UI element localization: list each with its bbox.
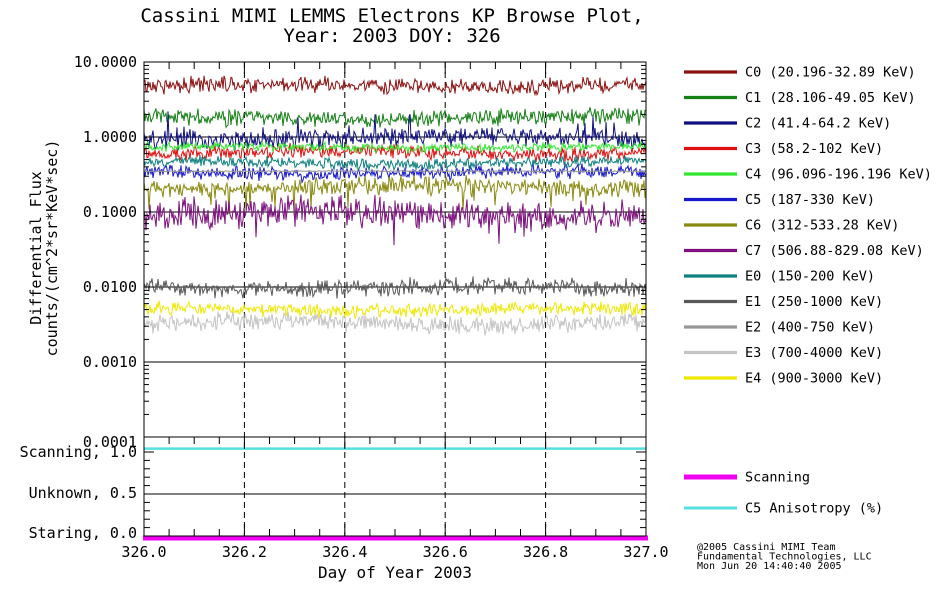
legend-label-scan_state: Scanning (745, 470, 810, 486)
legend-item-c5_anisotropy: C5 Anisotropy (%) (684, 501, 883, 517)
credit-text-line: Mon Jun 20 14:40:40 2005 (697, 561, 842, 572)
legend-label-c5_anisotropy: C5 Anisotropy (%) (745, 501, 883, 517)
legend-item-C4: C4 (96.096-196.196 KeV) (684, 167, 932, 183)
gridlines (144, 62, 646, 536)
legend-item-C1: C1 (28.106-49.05 KeV) (684, 90, 916, 106)
trace-C2 (143, 111, 647, 153)
plot-title-line2: Year: 2003 DOY: 326 (283, 25, 500, 47)
legend-label-C3: C3 (58.2-102 KeV) (745, 141, 883, 157)
legend-item-C6: C6 (312-533.28 KeV) (684, 218, 899, 234)
legend: C0 (20.196-32.89 KeV) C1 (28.106-49.05 Ke… (684, 65, 932, 517)
legend-item-E1: E1 (250-1000 KeV) (684, 294, 883, 310)
legend-item-C0: C0 (20.196-32.89 KeV) (684, 65, 916, 81)
trace-C0 (143, 75, 647, 97)
x-tick-label: 327.0 (623, 543, 668, 561)
trace-E3 (143, 311, 647, 336)
y-mode-tick-label: Unknown, 0.5 (29, 484, 137, 502)
legend-label-C1: C1 (28.106-49.05 KeV) (745, 90, 916, 106)
credit-text-line: Fundamental Technologies, LLC (697, 552, 872, 563)
plot-text: Cassini MIMI LEMMS Electrons KP Browse P… (20, 5, 872, 582)
trace-C5 (143, 162, 647, 184)
legend-label-C0: C0 (20.196-32.89 KeV) (745, 65, 916, 81)
axis-ticks (144, 61, 646, 536)
legend-label-E4: E4 (900-3000 KeV) (745, 371, 883, 387)
legend-label-C2: C2 (41.4-64.2 KeV) (745, 116, 891, 132)
y-mode-tick-label: Staring, 0.0 (29, 524, 137, 542)
legend-label-E3: E3 (700-4000 KeV) (745, 345, 883, 361)
y-axis-title-line1: Differential Flux (27, 171, 45, 325)
x-axis-title: Day of Year 2003 (318, 563, 472, 582)
y-mode-tick-label: Scanning, 1.0 (20, 443, 137, 461)
legend-label-C5: C5 (187-330 KeV) (745, 192, 875, 208)
x-tick-label: 326.4 (322, 543, 367, 561)
legend-item-C7: C7 (506.88-829.08 KeV) (684, 243, 924, 259)
trace-E1 (143, 276, 647, 299)
y-flux-tick-label: 0.0001 (83, 433, 137, 451)
y-flux-tick-label: 1.0000 (83, 128, 137, 146)
legend-item-E0: E0 (150-200 KeV) (684, 269, 875, 285)
y-flux-tick-label: 10.0000 (74, 53, 137, 71)
y-flux-tick-label: 0.1000 (83, 203, 137, 221)
plot-title-line1: Cassini MIMI LEMMS Electrons KP Browse P… (140, 5, 643, 27)
trace-E4 (143, 300, 647, 320)
y-flux-tick-label: 0.0010 (83, 353, 137, 371)
legend-item-E3: E3 (700-4000 KeV) (684, 345, 883, 361)
y-axis-title-line2: counts/(cm^2*sr*KeV*sec) (43, 140, 61, 357)
legend-item-C5: C5 (187-330 KeV) (684, 192, 875, 208)
trace-C7 (143, 194, 647, 246)
mode-lines (143, 447, 648, 541)
legend-label-E0: E0 (150-200 KeV) (745, 269, 875, 285)
trace-E2 (143, 169, 647, 173)
trace-C1 (143, 107, 647, 129)
legend-label-C4: C4 (96.096-196.196 KeV) (745, 167, 932, 183)
legend-label-E2: E2 (400-750 KeV) (745, 320, 875, 336)
flux-panel-frame (143, 61, 647, 438)
x-tick-label: 326.8 (523, 543, 568, 561)
x-tick-label: 326.0 (121, 543, 166, 561)
flux-traces (143, 75, 647, 336)
legend-item-scan_state: Scanning (684, 470, 810, 486)
y-flux-tick-label: 0.0100 (83, 278, 137, 296)
x-tick-label: 326.2 (222, 543, 267, 561)
credit-text-line: @2005 Cassini MIMI Team (697, 542, 835, 553)
trace-E0 (143, 154, 647, 172)
legend-label-C6: C6 (312-533.28 KeV) (745, 218, 899, 234)
legend-item-C3: C3 (58.2-102 KeV) (684, 141, 883, 157)
legend-label-C7: C7 (506.88-829.08 KeV) (745, 243, 924, 259)
trace-C4 (143, 140, 647, 155)
legend-item-E4: E4 (900-3000 KeV) (684, 371, 883, 387)
trace-C6 (143, 175, 647, 216)
mode-panel-frame (143, 436, 647, 537)
x-tick-label: 326.6 (423, 543, 468, 561)
legend-item-E2: E2 (400-750 KeV) (684, 320, 875, 336)
legend-label-E1: E1 (250-1000 KeV) (745, 294, 883, 310)
legend-item-C2: C2 (41.4-64.2 KeV) (684, 116, 891, 132)
